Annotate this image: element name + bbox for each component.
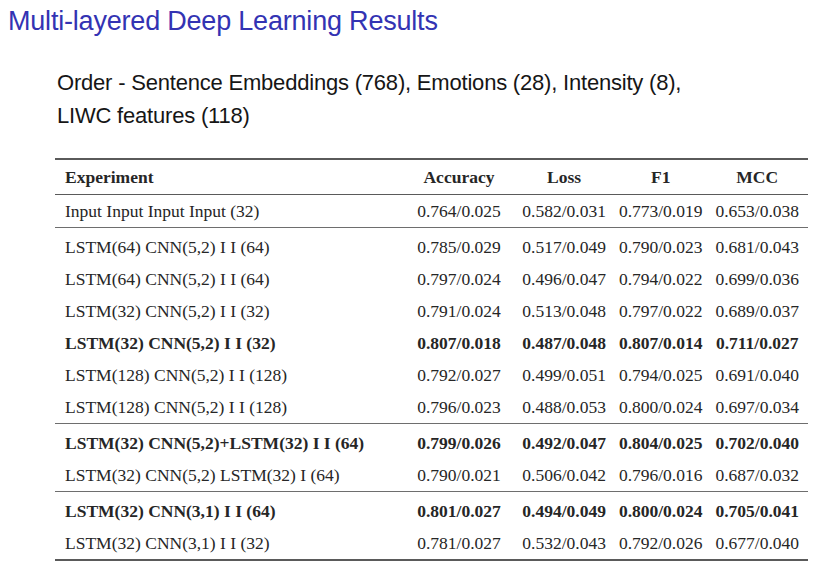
experiment-cell: LSTM(32) CNN(5,2) I I (32) xyxy=(55,327,405,359)
results-table: Experiment Accuracy Loss F1 MCC Input In… xyxy=(55,158,808,561)
accuracy-cell: 0.797/0.024 xyxy=(405,263,514,295)
f1-cell: 0.790/0.023 xyxy=(615,228,707,264)
f1-cell: 0.800/0.024 xyxy=(615,391,707,424)
loss-cell: 0.582/0.031 xyxy=(513,195,614,228)
table-row: LSTM(64) CNN(5,2) I I (64)0.785/0.0290.5… xyxy=(55,228,808,264)
mcc-cell: 0.691/0.040 xyxy=(707,359,809,391)
accuracy-cell: 0.807/0.018 xyxy=(405,327,514,359)
loss-cell: 0.492/0.047 xyxy=(513,424,614,460)
accuracy-cell: 0.799/0.026 xyxy=(405,424,514,460)
table-row: LSTM(128) CNN(5,2) I I (128)0.796/0.0230… xyxy=(55,391,808,424)
table-row: LSTM(32) CNN(5,2)+LSTM(32) I I (64)0.799… xyxy=(55,424,808,460)
accuracy-cell: 0.785/0.029 xyxy=(405,228,514,264)
table-row: LSTM(128) CNN(5,2) I I (128)0.792/0.0270… xyxy=(55,359,808,391)
experiment-cell: LSTM(32) CNN(3,1) I I (32) xyxy=(55,527,405,560)
table-row: LSTM(32) CNN(3,1) I I (64)0.801/0.0270.4… xyxy=(55,492,808,528)
accuracy-cell: 0.781/0.027 xyxy=(405,527,514,560)
column-header-experiment: Experiment xyxy=(55,159,405,195)
loss-cell: 0.496/0.047 xyxy=(513,263,614,295)
table-row: LSTM(64) CNN(5,2) I I (64)0.797/0.0240.4… xyxy=(55,263,808,295)
slide: Multi-layered Deep Learning Results Orde… xyxy=(0,0,837,583)
loss-cell: 0.513/0.048 xyxy=(513,295,614,327)
header-row: Experiment Accuracy Loss F1 MCC xyxy=(55,159,808,195)
mcc-cell: 0.653/0.038 xyxy=(707,195,809,228)
accuracy-cell: 0.790/0.021 xyxy=(405,459,514,492)
slide-title: Multi-layered Deep Learning Results xyxy=(8,6,438,37)
loss-cell: 0.494/0.049 xyxy=(513,492,614,528)
mcc-cell: 0.711/0.027 xyxy=(707,327,809,359)
mcc-cell: 0.677/0.040 xyxy=(707,527,809,560)
loss-cell: 0.499/0.051 xyxy=(513,359,614,391)
loss-cell: 0.517/0.049 xyxy=(513,228,614,264)
mcc-cell: 0.689/0.037 xyxy=(707,295,809,327)
f1-cell: 0.773/0.019 xyxy=(615,195,707,228)
experiment-cell: LSTM(32) CNN(5,2) LSTM(32) I (64) xyxy=(55,459,405,492)
accuracy-cell: 0.791/0.024 xyxy=(405,295,514,327)
slide-subtitle: Order - Sentence Embeddings (768), Emoti… xyxy=(57,66,681,132)
table-row: LSTM(32) CNN(5,2) I I (32)0.791/0.0240.5… xyxy=(55,295,808,327)
accuracy-cell: 0.792/0.027 xyxy=(405,359,514,391)
experiment-cell: LSTM(64) CNN(5,2) I I (64) xyxy=(55,228,405,264)
mcc-cell: 0.705/0.041 xyxy=(707,492,809,528)
f1-cell: 0.800/0.024 xyxy=(615,492,707,528)
experiment-cell: LSTM(32) CNN(3,1) I I (64) xyxy=(55,492,405,528)
results-table-head: Experiment Accuracy Loss F1 MCC xyxy=(55,159,808,195)
mcc-cell: 0.699/0.036 xyxy=(707,263,809,295)
f1-cell: 0.796/0.016 xyxy=(615,459,707,492)
subtitle-line-2: LIWC features (118) xyxy=(57,99,681,132)
loss-cell: 0.487/0.048 xyxy=(513,327,614,359)
table-row: LSTM(32) CNN(5,2) LSTM(32) I (64)0.790/0… xyxy=(55,459,808,492)
results-table-body: Input Input Input Input (32)0.764/0.0250… xyxy=(55,195,808,561)
mcc-cell: 0.687/0.032 xyxy=(707,459,809,492)
table-row: LSTM(32) CNN(3,1) I I (32)0.781/0.0270.5… xyxy=(55,527,808,560)
mcc-cell: 0.681/0.043 xyxy=(707,228,809,264)
mcc-cell: 0.697/0.034 xyxy=(707,391,809,424)
column-header-accuracy: Accuracy xyxy=(405,159,514,195)
loss-cell: 0.532/0.043 xyxy=(513,527,614,560)
column-header-mcc: MCC xyxy=(707,159,809,195)
f1-cell: 0.797/0.022 xyxy=(615,295,707,327)
loss-cell: 0.506/0.042 xyxy=(513,459,614,492)
experiment-cell: LSTM(128) CNN(5,2) I I (128) xyxy=(55,359,405,391)
table-row: LSTM(32) CNN(5,2) I I (32)0.807/0.0180.4… xyxy=(55,327,808,359)
mcc-cell: 0.702/0.040 xyxy=(707,424,809,460)
accuracy-cell: 0.764/0.025 xyxy=(405,195,514,228)
column-header-loss: Loss xyxy=(513,159,614,195)
f1-cell: 0.807/0.014 xyxy=(615,327,707,359)
experiment-cell: Input Input Input Input (32) xyxy=(55,195,405,228)
accuracy-cell: 0.801/0.027 xyxy=(405,492,514,528)
experiment-cell: LSTM(64) CNN(5,2) I I (64) xyxy=(55,263,405,295)
column-header-f1: F1 xyxy=(615,159,707,195)
experiment-cell: LSTM(32) CNN(5,2)+LSTM(32) I I (64) xyxy=(55,424,405,460)
loss-cell: 0.488/0.053 xyxy=(513,391,614,424)
f1-cell: 0.792/0.026 xyxy=(615,527,707,560)
experiment-cell: LSTM(128) CNN(5,2) I I (128) xyxy=(55,391,405,424)
accuracy-cell: 0.796/0.023 xyxy=(405,391,514,424)
table-row: Input Input Input Input (32)0.764/0.0250… xyxy=(55,195,808,228)
f1-cell: 0.804/0.025 xyxy=(615,424,707,460)
f1-cell: 0.794/0.025 xyxy=(615,359,707,391)
f1-cell: 0.794/0.022 xyxy=(615,263,707,295)
subtitle-line-1: Order - Sentence Embeddings (768), Emoti… xyxy=(57,66,681,99)
experiment-cell: LSTM(32) CNN(5,2) I I (32) xyxy=(55,295,405,327)
